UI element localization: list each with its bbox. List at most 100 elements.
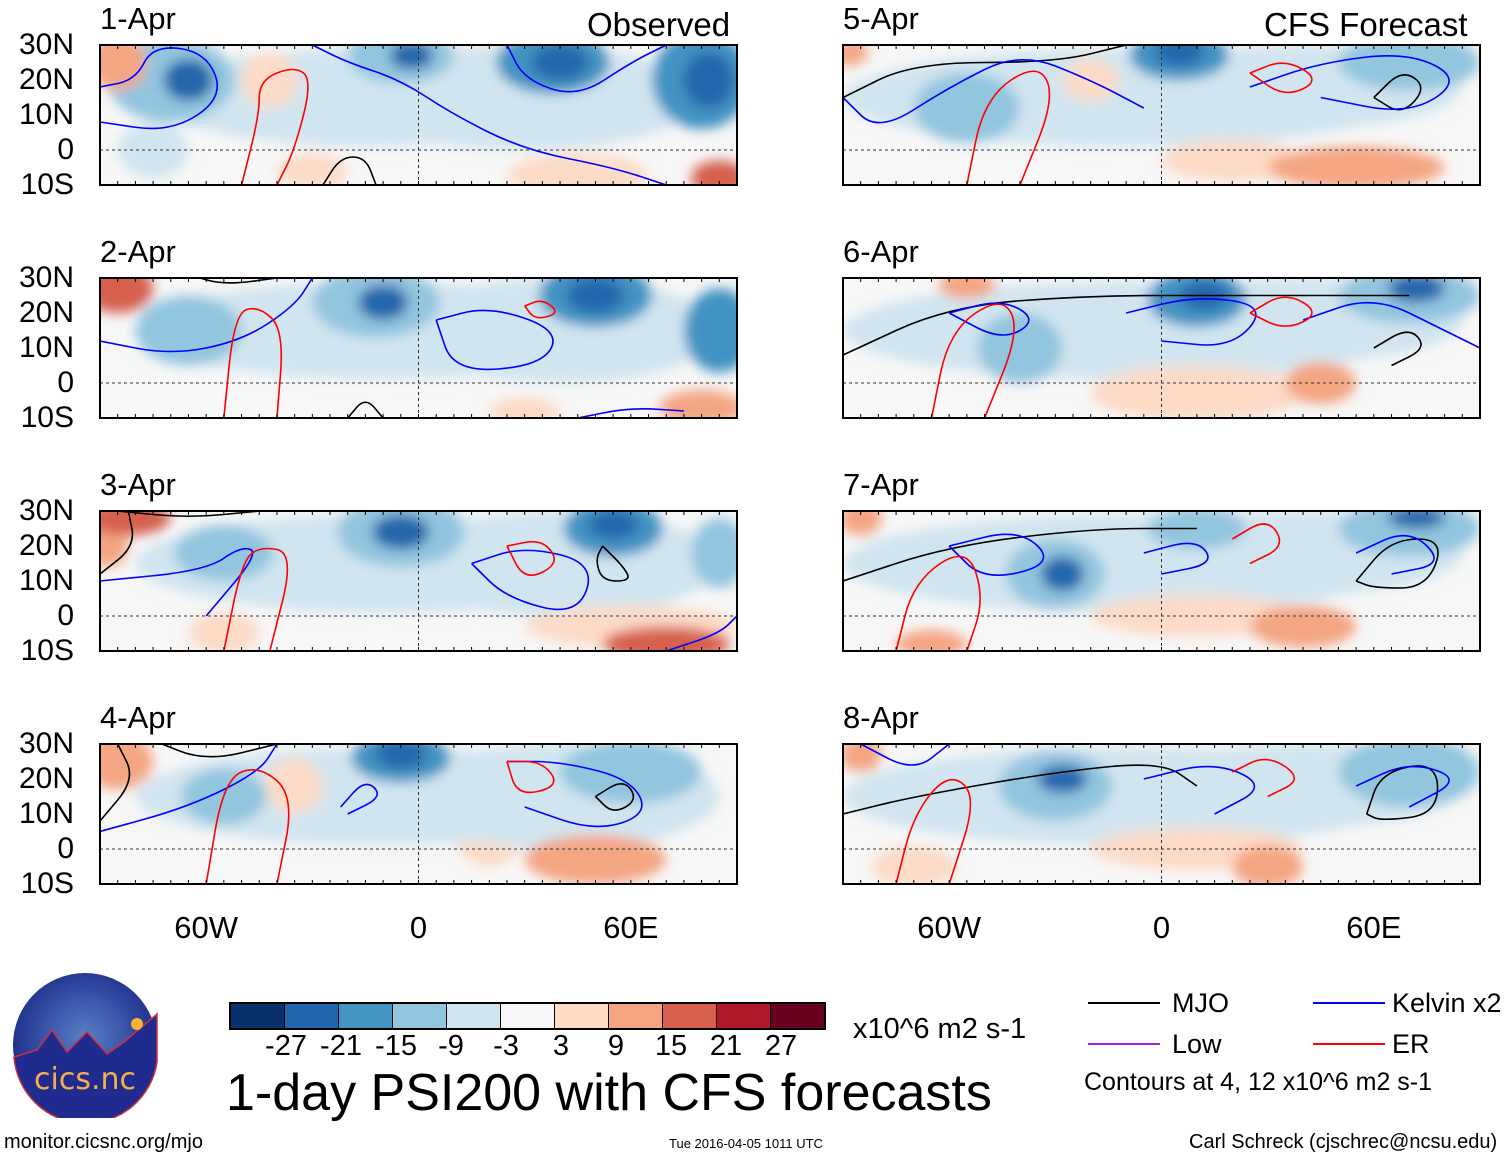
er-contour <box>205 769 290 884</box>
psi-anomaly-blob <box>843 45 868 66</box>
legend-kelvin-line <box>1313 1002 1385 1004</box>
panel-date: 4-Apr <box>100 700 176 735</box>
kelvin-contour <box>1355 534 1435 575</box>
mjo-contour <box>594 783 635 811</box>
kelvin-contour <box>1302 301 1480 349</box>
panel-date: 6-Apr <box>843 234 919 269</box>
lat-label: 10N <box>18 797 74 830</box>
psi-anomaly-blob <box>117 122 189 178</box>
lon-label: 60W <box>917 910 982 945</box>
kelvin-contour <box>100 278 314 353</box>
colorbar-swatch <box>717 1004 771 1028</box>
colorbar-tick: 21 <box>709 1030 743 1062</box>
lat-label: 30N <box>18 28 74 61</box>
lat-label: 30N <box>18 261 74 294</box>
psi-anomaly-blob <box>241 52 299 108</box>
colorbar-swatch <box>771 1004 824 1028</box>
psi-anomaly-blob <box>560 744 702 804</box>
footer-timestamp: Tue 2016-04-05 1011 UTC <box>669 1136 823 1151</box>
lat-label: 0 <box>57 133 74 166</box>
mjo-contour <box>347 401 384 418</box>
contours-note: Contours at 4, 12 x10^6 m2 s-1 <box>1084 1068 1433 1096</box>
er-contour <box>223 547 289 651</box>
er-contour <box>895 778 972 884</box>
psi-anomaly-blob <box>135 295 242 366</box>
psi-anomaly-blob <box>1232 845 1304 884</box>
colorbar-swatch <box>609 1004 663 1028</box>
map-panel-2-Apr <box>99 277 738 419</box>
map-panel-3-Apr <box>99 510 738 652</box>
psi-anomaly-blob <box>1041 556 1084 592</box>
kelvin-contour <box>1143 765 1256 815</box>
psi-anomaly-blob <box>1387 278 1445 303</box>
psi-anomaly-blob <box>659 390 737 418</box>
psi-anomaly-blob <box>602 626 730 651</box>
kelvin-contour <box>100 547 254 617</box>
kelvin-contour <box>1355 765 1450 808</box>
lat-label: 10S <box>20 867 74 900</box>
logo-text: cics.nc <box>34 1062 136 1097</box>
er-contour <box>966 70 1051 185</box>
panel-date: 1-Apr <box>100 1 176 36</box>
lon-label: 60W <box>174 910 239 945</box>
colorbar-swatch <box>501 1004 555 1028</box>
mjo-contour <box>843 45 1127 99</box>
psi-anomaly-blob <box>1249 605 1357 648</box>
psi-anomaly-blob <box>1147 511 1247 550</box>
colorbar-units: x10^6 m2 s-1 <box>853 1013 1027 1045</box>
er-contour <box>506 540 555 576</box>
legend-mjo-line <box>1088 1002 1160 1004</box>
lat-label: 0 <box>57 599 74 632</box>
kelvin-contour <box>100 744 278 833</box>
colorbar-tick: 3 <box>552 1030 570 1062</box>
colorbar-swatch <box>447 1004 501 1028</box>
map-panel-7-Apr <box>842 510 1481 652</box>
mjo-contour <box>1365 765 1439 821</box>
psi-anomaly-blob <box>1285 362 1357 404</box>
lat-label: 30N <box>18 727 74 760</box>
observed-title: Observed <box>587 6 731 43</box>
psi-anomaly-blob <box>100 278 154 313</box>
lat-label: 20N <box>18 529 74 562</box>
colorbar-tick: 15 <box>654 1030 688 1062</box>
psi-anomaly-blob <box>567 278 624 313</box>
psi-anomaly-blob <box>871 845 957 884</box>
lat-label: 20N <box>18 63 74 96</box>
legend-er-line <box>1313 1043 1385 1045</box>
panel-date: 7-Apr <box>843 467 919 502</box>
lat-label: 20N <box>18 762 74 795</box>
lon-label: 0 <box>409 910 428 945</box>
er-contour <box>1231 523 1281 565</box>
psi-anomaly-blob <box>174 525 274 581</box>
er-contour <box>895 555 981 651</box>
colorbar-tick: 27 <box>764 1030 798 1062</box>
lat-label: 30N <box>18 494 74 527</box>
kelvin-contour <box>100 47 219 130</box>
psi-anomaly-blob <box>358 285 408 320</box>
psi-anomaly-blob <box>896 630 967 651</box>
lon-label: 0 <box>1152 910 1171 945</box>
psi-anomaly-blob <box>1154 45 1204 66</box>
forecast-title: CFS Forecast <box>1264 6 1468 43</box>
footer-url[interactable]: monitor.cicsnc.org/mjo <box>4 1131 203 1153</box>
mjo-contour <box>843 764 1198 815</box>
psi-anomaly-blob <box>691 518 737 588</box>
map-panel-1-Apr <box>99 44 738 186</box>
colorbar-swatch <box>393 1004 447 1028</box>
kelvin-contour <box>435 309 554 371</box>
mjo-contour <box>159 744 278 758</box>
psi-anomaly-blob <box>163 59 214 101</box>
lat-label: 10S <box>20 168 74 201</box>
lat-label: 10N <box>18 331 74 364</box>
legend-mjo-label: MJO <box>1172 988 1229 1018</box>
psi-anomaly-blob <box>273 302 316 359</box>
er-contour <box>506 760 555 794</box>
psi-anomaly-blob <box>100 45 146 91</box>
psi-anomaly-blob <box>1267 146 1445 185</box>
psi-anomaly-blob <box>588 511 638 539</box>
lat-label: 10N <box>18 98 74 131</box>
psi-anomaly-blob <box>266 758 323 814</box>
kelvin-contour <box>1249 55 1450 110</box>
colorbar-swatch <box>663 1004 717 1028</box>
psi-anomaly-blob <box>100 744 154 790</box>
